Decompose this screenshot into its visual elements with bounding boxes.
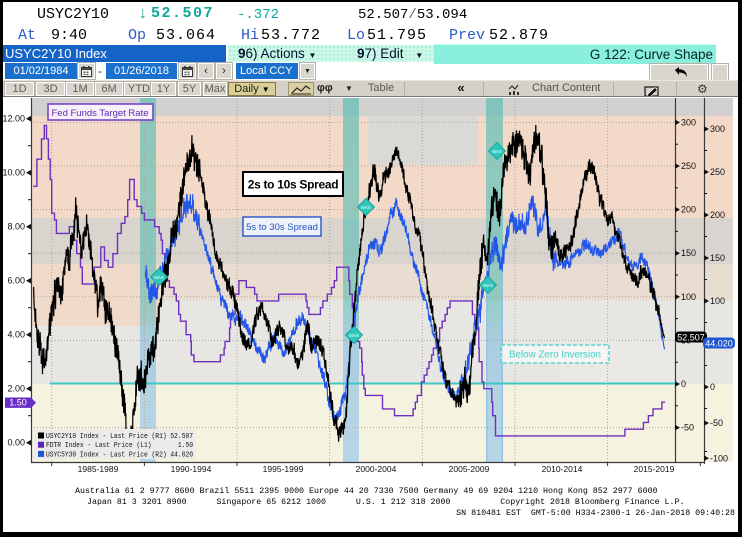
svg-text:300: 300 <box>710 124 725 134</box>
svg-text:100: 100 <box>710 296 725 306</box>
svg-text:Fed Funds Target Rate: Fed Funds Target Rate <box>52 108 149 119</box>
svg-text:2010-2014: 2010-2014 <box>542 464 583 474</box>
svg-text:Below Zero Inversion: Below Zero Inversion <box>509 350 601 361</box>
svg-text:-100: -100 <box>710 454 728 464</box>
svg-text:12.00: 12.00 <box>2 114 25 124</box>
svg-text:0: 0 <box>710 382 715 392</box>
svg-text:2000-2004: 2000-2004 <box>356 464 397 474</box>
svg-text:300: 300 <box>681 117 696 127</box>
svg-text:250: 250 <box>710 167 725 177</box>
svg-text:150: 150 <box>681 248 696 258</box>
svg-text:MAX: MAX <box>361 205 371 210</box>
svg-text:250: 250 <box>681 161 696 171</box>
svg-text:MAX: MAX <box>483 283 493 288</box>
svg-text:2s to 10s Spread: 2s to 10s Spread <box>248 178 339 192</box>
svg-text:100: 100 <box>681 292 696 302</box>
svg-text:1.50: 1.50 <box>9 398 27 408</box>
svg-text:USYC2Y10 Index - Last Price (R: USYC2Y10 Index - Last Price (R1) 52.507 <box>46 433 193 441</box>
svg-text:USYC5Y30 Index - Last Price (R: USYC5Y30 Index - Last Price (R2) 44.020 <box>46 451 193 459</box>
svg-text:2015-2019: 2015-2019 <box>634 464 675 474</box>
svg-text:-50: -50 <box>710 418 723 428</box>
svg-text:2.00: 2.00 <box>7 384 25 394</box>
svg-text:52.507: 52.507 <box>677 333 705 343</box>
svg-text:6.00: 6.00 <box>7 276 25 286</box>
svg-text:8.00: 8.00 <box>7 222 25 232</box>
svg-text:-50: -50 <box>681 423 694 433</box>
svg-text:MAX: MAX <box>154 275 164 280</box>
svg-text:200: 200 <box>681 205 696 215</box>
svg-text:1995-1999: 1995-1999 <box>263 464 304 474</box>
svg-text:MAX: MAX <box>492 149 502 154</box>
svg-text:5s to 30s Spread: 5s to 30s Spread <box>246 222 318 233</box>
svg-text:0: 0 <box>681 379 686 389</box>
svg-text:MAX: MAX <box>349 333 359 338</box>
svg-text:150: 150 <box>710 253 725 263</box>
svg-text:FDTR Index - Last Price (L1): FDTR Index - Last Price (L1) 1.50 <box>46 442 193 450</box>
svg-text:2005-2009: 2005-2009 <box>449 464 490 474</box>
svg-text:200: 200 <box>710 210 725 220</box>
svg-text:0.00: 0.00 <box>7 438 25 448</box>
svg-text:1990-1994: 1990-1994 <box>171 464 212 474</box>
svg-text:10.00: 10.00 <box>2 168 25 178</box>
svg-text:4.00: 4.00 <box>7 330 25 340</box>
svg-text:1985-1989: 1985-1989 <box>78 464 119 474</box>
svg-text:44.020: 44.020 <box>705 339 733 349</box>
